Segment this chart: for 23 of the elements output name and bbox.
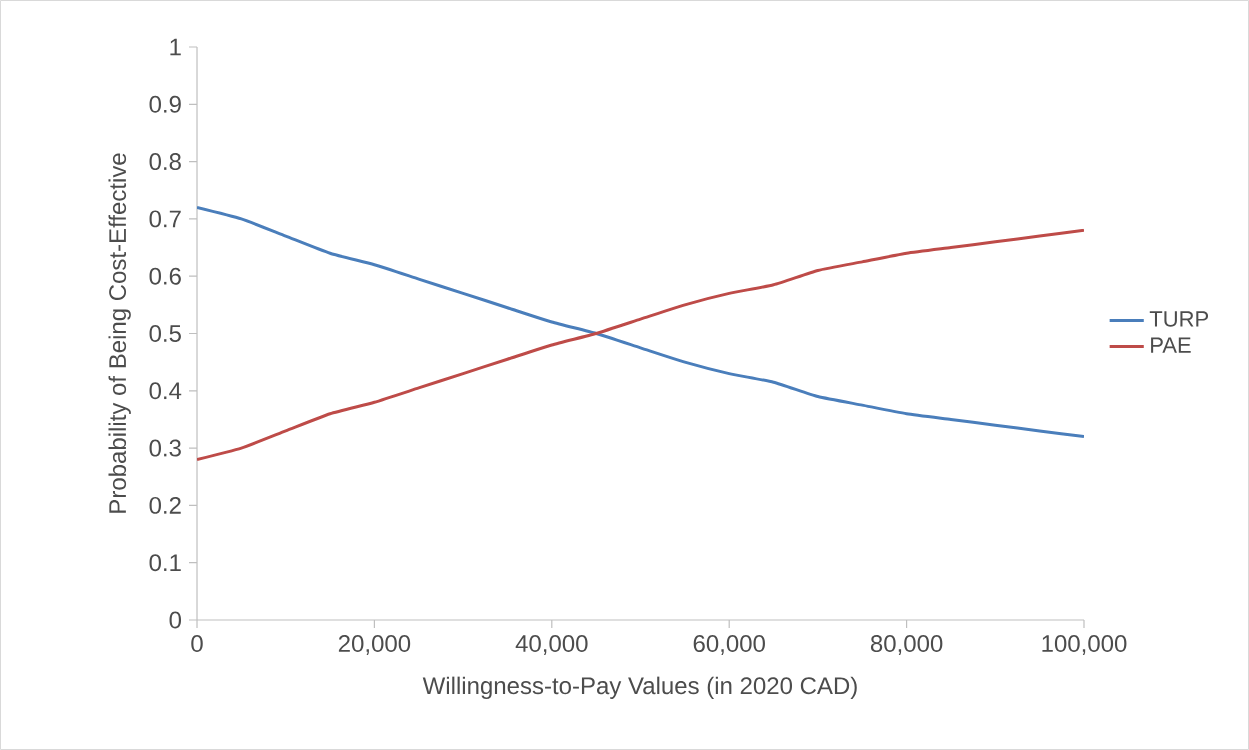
x-axis-title: Willingness-to-Pay Values (in 2020 CAD): [422, 676, 857, 699]
y-tick-label: 0.5: [149, 325, 181, 342]
x-tick-label: 0: [191, 635, 203, 653]
y-tick-label: 0.9: [149, 95, 181, 113]
y-tick-label: 0.7: [149, 210, 181, 228]
y-tick-label: 0.4: [149, 382, 182, 400]
y-tick-label: 0.2: [149, 496, 181, 514]
x-tick-label: 60,000: [693, 635, 765, 655]
legend-label: TURP: [1149, 311, 1209, 327]
y-tick-label: 0: [169, 611, 182, 629]
line-series: [197, 205, 1084, 439]
y-tick-label: 0.8: [149, 153, 181, 171]
y-tick-label: 0.3: [149, 439, 181, 457]
y-tick-label: 1: [170, 38, 181, 56]
x-tick-label: 100,000: [1042, 635, 1127, 655]
x-tick-label: 40,000: [515, 635, 588, 655]
y-axis-title: Probability of Being Cost-Effective: [108, 153, 131, 513]
y-tick-label: 0.1: [149, 554, 181, 572]
legend-label: PAE: [1151, 337, 1191, 353]
x-tick-label: 80,000: [870, 635, 943, 655]
y-tick-label: 0.6: [149, 267, 181, 285]
line-series: [197, 228, 1084, 462]
x-tick-label: 20,000: [338, 635, 411, 655]
